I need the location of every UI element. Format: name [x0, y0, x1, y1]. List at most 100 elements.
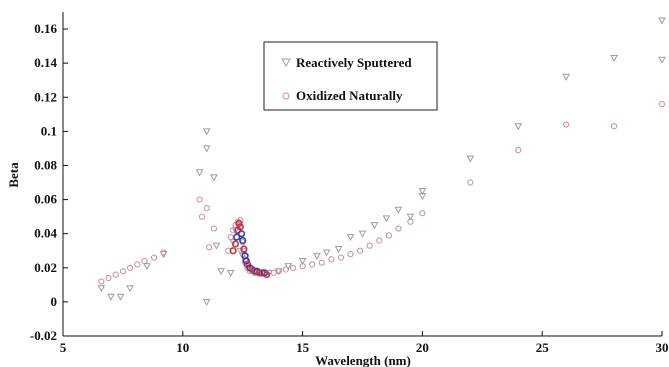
point-reactively-sputtered: [370, 222, 379, 230]
point-reactively-sputtered: [202, 128, 211, 136]
point-oxidized-naturally: [357, 247, 364, 254]
point-reactively-sputtered: [466, 155, 475, 163]
y-tick-label: 0.14: [34, 55, 57, 70]
point-dense-cluster: [263, 271, 271, 279]
legend: Reactively Sputtered Oxidized Naturally: [263, 41, 438, 111]
legend-marker-reactively-sputtered: [281, 58, 291, 68]
point-oxidized-naturally: [112, 271, 119, 278]
point-dense-cluster: [229, 247, 237, 255]
point-reactively-sputtered: [514, 123, 523, 131]
point-oxidized-naturally: [198, 213, 206, 220]
point-dense-cluster: [231, 240, 240, 248]
point-oxidized-naturally: [658, 100, 666, 108]
y-tick-label: 0.1: [41, 123, 57, 138]
point-dense-cluster: [255, 269, 264, 277]
x-axis-label: Wavelength (nm): [315, 353, 411, 367]
point-reactively-sputtered: [562, 73, 571, 81]
point-oxidized-naturally: [419, 210, 426, 217]
point-oxidized-naturally: [289, 264, 297, 271]
point-oxidized-naturally: [563, 121, 570, 128]
point-oxidized-naturally: [126, 264, 134, 271]
y-tick-label: 0.04: [34, 226, 57, 241]
point-oxidized-naturally: [407, 218, 414, 225]
x-tick-label: 20: [416, 340, 429, 355]
y-tick-label: 0.02: [34, 260, 57, 275]
y-tick-label: 0.06: [34, 192, 57, 207]
point-reactively-sputtered: [97, 285, 106, 293]
y-tick-label: 0.08: [34, 157, 57, 172]
legend-label-oxidized-naturally: Oxidized Naturally: [296, 88, 403, 103]
point-oxidized-naturally: [160, 249, 167, 256]
point-reactively-sputtered: [322, 249, 331, 257]
y-ticks: -0.02 0 0.02 0.04 0.06 0.08 0.1 0.12 0.14 0.16: [30, 21, 68, 343]
point-reactively-sputtered: [418, 188, 427, 196]
point-reactively-sputtered: [658, 56, 666, 64]
point-oxidized-naturally: [610, 123, 618, 130]
point-oxidized-naturally: [318, 259, 325, 266]
point-reactively-sputtered: [298, 257, 307, 266]
point-reactively-sputtered: [143, 263, 151, 271]
point-oxidized-naturally: [337, 254, 345, 261]
point-oxidized-naturally: [376, 237, 383, 244]
point-oxidized-naturally: [210, 225, 218, 232]
point-oxidized-naturally: [282, 266, 289, 273]
point-reactively-sputtered: [195, 169, 204, 177]
point-reactively-sputtered: [284, 263, 293, 271]
point-reactively-sputtered: [126, 285, 134, 293]
data-points: [97, 17, 666, 306]
y-tick-label: -0.02: [30, 328, 57, 343]
point-reactively-sputtered: [346, 234, 355, 242]
point-oxidized-naturally: [309, 261, 316, 268]
point-oxidized-naturally: [119, 268, 127, 275]
point-reactively-sputtered: [394, 206, 403, 214]
point-reactively-sputtered: [116, 293, 125, 301]
point-reactively-sputtered: [658, 17, 666, 25]
point-dense-cluster: [239, 236, 247, 245]
x-tick-label: 10: [176, 340, 189, 355]
point-dense-cluster: [233, 233, 241, 241]
point-oxidized-naturally: [395, 225, 402, 232]
point-reactively-sputtered: [382, 215, 391, 223]
point-reactively-sputtered: [107, 293, 115, 301]
point-oxidized-naturally: [134, 261, 141, 268]
point-oxidized-naturally: [366, 242, 373, 249]
point-oxidized-naturally: [467, 179, 474, 186]
point-reactively-sputtered: [226, 269, 235, 277]
y-tick-label: 0.12: [34, 89, 57, 104]
y-tick-label: 0: [51, 294, 58, 309]
axes: [62, 12, 662, 337]
x-tick-label: 5: [60, 340, 67, 355]
point-oxidized-naturally: [328, 256, 335, 263]
legend-marker-oxidized-naturally: [282, 92, 290, 100]
point-oxidized-naturally: [206, 244, 213, 251]
point-oxidized-naturally: [105, 274, 112, 282]
point-oxidized-naturally: [299, 262, 306, 270]
y-tick-label: 0.16: [34, 21, 57, 36]
legend-label-reactively-sputtered: Reactively Sputtered: [296, 55, 412, 70]
point-reactively-sputtered: [212, 242, 221, 250]
point-dense-cluster: [235, 219, 243, 228]
point-reactively-sputtered: [210, 174, 218, 182]
point-dense-cluster: [237, 230, 246, 238]
y-axis-label: Beta: [6, 162, 21, 188]
point-oxidized-naturally: [385, 232, 392, 239]
point-dense-cluster: [240, 245, 248, 253]
point-oxidized-naturally: [227, 233, 234, 241]
point-oxidized-naturally: [515, 147, 522, 154]
point-reactively-sputtered: [406, 213, 415, 221]
point-dense-cluster: [236, 223, 244, 231]
point-reactively-sputtered: [334, 246, 343, 254]
point-reactively-sputtered: [202, 298, 211, 306]
point-oxidized-naturally: [141, 257, 148, 265]
point-oxidized-naturally: [275, 268, 282, 275]
legend-box: [263, 41, 438, 111]
x-tick-label: 30: [656, 340, 669, 355]
point-reactively-sputtered: [229, 239, 237, 247]
x-tick-label: 15: [296, 340, 310, 355]
point-reactively-sputtered: [418, 193, 427, 201]
point-oxidized-naturally: [203, 205, 210, 212]
x-tick-label: 25: [536, 340, 550, 355]
point-reactively-sputtered: [217, 268, 225, 276]
point-dense-cluster: [242, 257, 250, 265]
